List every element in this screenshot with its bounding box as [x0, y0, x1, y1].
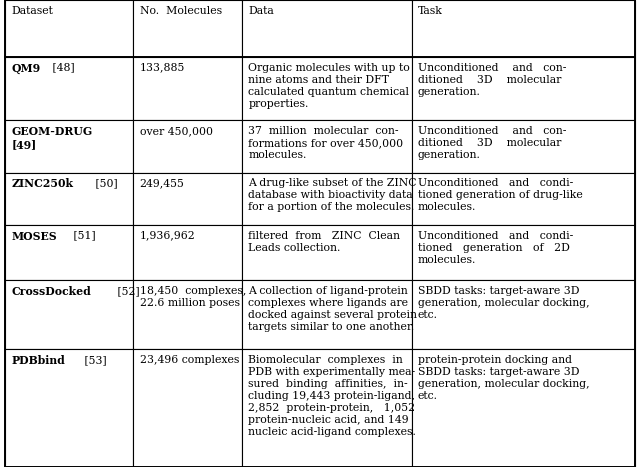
Text: [50]: [50] [92, 178, 117, 188]
Text: Unconditioned    and   con-
ditioned    3D    molecular
generation.: Unconditioned and con- ditioned 3D molec… [418, 126, 566, 160]
Bar [5, 120, 133, 173]
Text: [51]: [51] [70, 231, 96, 241]
Bar [412, 280, 635, 349]
Text: 18,450  complexes,
22.6 million poses: 18,450 complexes, 22.6 million poses [140, 286, 246, 308]
Text: 133,885: 133,885 [140, 63, 185, 72]
Text: [53]: [53] [81, 355, 106, 365]
Bar [242, 120, 412, 173]
Text: No.  Molecules: No. Molecules [140, 6, 221, 15]
Text: SBDD tasks: target-aware 3D
generation, molecular docking,
etc.: SBDD tasks: target-aware 3D generation, … [418, 286, 589, 320]
Bar [242, 225, 412, 280]
Text: QM9: QM9 [12, 63, 41, 74]
Bar [5, 280, 133, 349]
Text: 23,496 complexes: 23,496 complexes [140, 355, 239, 365]
Bar [133, 280, 242, 349]
Text: Unconditioned   and   condi-
tioned   generation   of   2D
molecules.: Unconditioned and condi- tioned generati… [418, 231, 573, 265]
Bar [412, 57, 635, 120]
Bar [133, 120, 242, 173]
Text: Unconditioned   and   condi-
tioned generation of drug-like
molecules.: Unconditioned and condi- tioned generati… [418, 178, 582, 212]
Text: over 450,000: over 450,000 [140, 126, 212, 136]
Text: 249,455: 249,455 [140, 178, 184, 188]
Bar [412, 173, 635, 225]
Bar [412, 0, 635, 57]
Bar [242, 349, 412, 467]
Text: GEOM-DRUG
[49]: GEOM-DRUG [49] [12, 126, 93, 150]
Text: 1,936,962: 1,936,962 [140, 231, 195, 241]
Text: Organic molecules with up to
nine atoms and their DFT
calculated quantum chemica: Organic molecules with up to nine atoms … [248, 63, 410, 109]
Bar [412, 349, 635, 467]
Text: Dataset: Dataset [12, 6, 53, 15]
Text: 37  million  molecular  con-
formations for over 450,000
molecules.: 37 million molecular con- formations for… [248, 126, 403, 160]
Bar [5, 0, 133, 57]
Text: PDBbind: PDBbind [12, 355, 65, 366]
Bar [133, 57, 242, 120]
Text: Biomolecular  complexes  in
PDB with experimentally mea-
sured  binding  affinit: Biomolecular complexes in PDB with exper… [248, 355, 416, 437]
Bar [242, 0, 412, 57]
Text: protein-protein docking and
SBDD tasks: target-aware 3D
generation, molecular do: protein-protein docking and SBDD tasks: … [418, 355, 589, 401]
Bar [412, 120, 635, 173]
Text: [48]: [48] [49, 63, 75, 72]
Text: [52]: [52] [115, 286, 140, 296]
Bar [242, 280, 412, 349]
Bar [5, 57, 133, 120]
Bar [5, 173, 133, 225]
Bar [412, 225, 635, 280]
Bar [133, 173, 242, 225]
Text: Unconditioned    and   con-
ditioned    3D    molecular
generation.: Unconditioned and con- ditioned 3D molec… [418, 63, 566, 97]
Text: MOSES: MOSES [12, 231, 57, 242]
Text: ZINC250k: ZINC250k [12, 178, 74, 190]
Text: A drug-like subset of the ZINC
database with bioactivity data
for a portion of t: A drug-like subset of the ZINC database … [248, 178, 417, 212]
Bar [242, 57, 412, 120]
Text: Task: Task [418, 6, 443, 15]
Text: Data: Data [248, 6, 274, 15]
Bar [133, 0, 242, 57]
Bar [5, 225, 133, 280]
Text: filtered  from   ZINC  Clean
Leads collection.: filtered from ZINC Clean Leads collectio… [248, 231, 401, 253]
Text: A collection of ligand-protein
complexes where ligands are
docked against severa: A collection of ligand-protein complexes… [248, 286, 417, 332]
Bar [133, 349, 242, 467]
Text: CrossDocked: CrossDocked [12, 286, 92, 297]
Bar [133, 225, 242, 280]
Bar [5, 349, 133, 467]
Bar [242, 173, 412, 225]
